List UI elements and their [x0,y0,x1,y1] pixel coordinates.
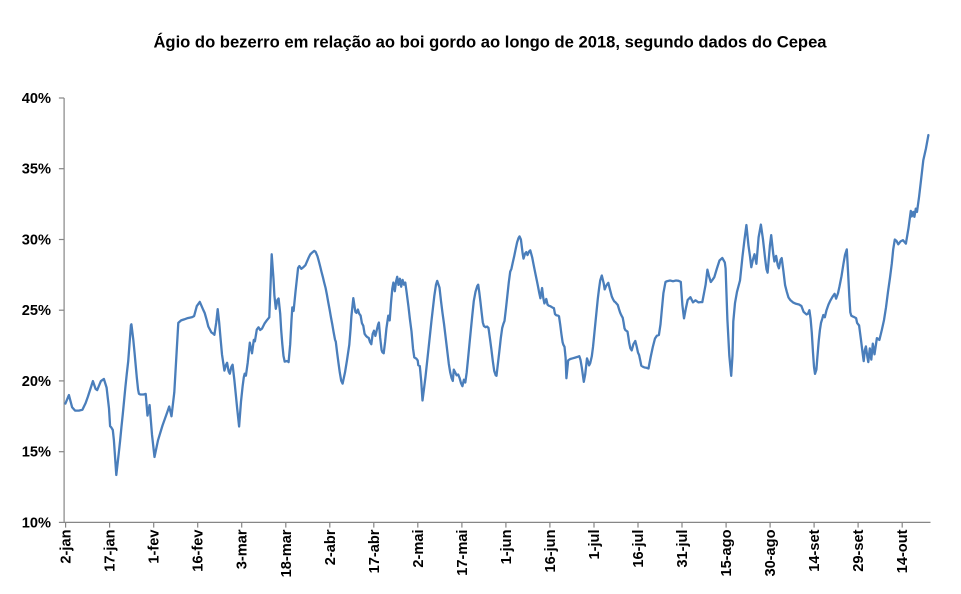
svg-text:40%: 40% [22,91,51,107]
svg-text:2-abr: 2-abr [323,529,339,565]
svg-text:15%: 15% [22,445,51,461]
svg-text:31-jul: 31-jul [675,530,691,568]
svg-text:2-jan: 2-jan [59,529,75,563]
svg-text:14-set: 14-set [807,529,823,571]
svg-text:10%: 10% [22,515,51,531]
svg-text:1-jun: 1-jun [499,529,515,564]
svg-text:30-ago: 30-ago [763,529,779,576]
svg-text:17-mai: 17-mai [455,530,471,576]
svg-text:25%: 25% [22,303,51,319]
svg-text:1-fev: 1-fev [147,529,163,564]
svg-text:17-jan: 17-jan [103,529,119,571]
svg-text:2-mai: 2-mai [411,530,427,568]
svg-text:29-set: 29-set [851,529,867,571]
svg-text:16-fev: 16-fev [191,529,207,572]
svg-text:17-abr: 17-abr [367,529,383,573]
svg-text:20%: 20% [22,374,51,390]
svg-text:1-jul: 1-jul [587,530,603,560]
svg-text:14-out: 14-out [895,529,911,573]
svg-text:Ágio do bezerro em relação ao: Ágio do bezerro em relação ao boi gordo … [153,33,827,52]
svg-text:30%: 30% [22,233,51,249]
svg-text:35%: 35% [22,162,51,178]
svg-text:3-mar: 3-mar [235,529,251,569]
svg-text:15-ago: 15-ago [719,529,735,576]
svg-text:18-mar: 18-mar [279,529,295,577]
svg-text:16-jul: 16-jul [631,530,647,568]
svg-text:16-jun: 16-jun [543,529,559,572]
